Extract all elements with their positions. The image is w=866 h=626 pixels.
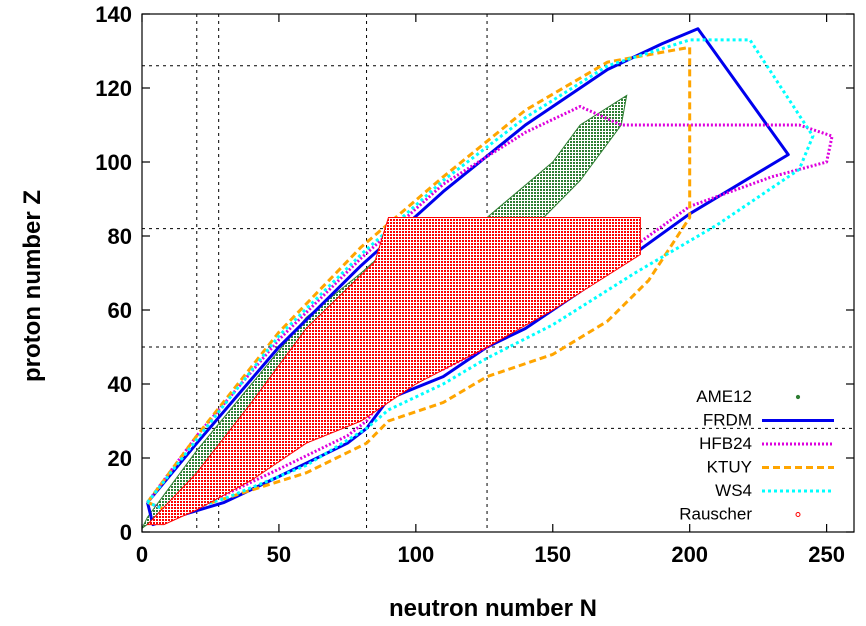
- y-tick-label: 100: [95, 150, 132, 175]
- y-axis-label: proton number Z: [19, 190, 46, 382]
- x-axis-label: neutron number N: [389, 595, 597, 622]
- legend-label-ktuy: KTUY: [707, 458, 752, 477]
- series-layer: [141, 27, 834, 529]
- series-ws4-line: [146, 38, 815, 515]
- y-tick-label: 140: [95, 2, 132, 27]
- plot-frame: [141, 13, 855, 533]
- legend-label-frdm: FRDM: [703, 411, 752, 430]
- legend-marker-ame12: [795, 394, 801, 400]
- x-tick-label: 50: [267, 542, 291, 567]
- y-tick-label: 40: [108, 372, 132, 397]
- y-tick-label: 20: [108, 446, 132, 471]
- y-tick-label: 120: [95, 76, 132, 101]
- legend-marker-rauscher: [795, 512, 801, 517]
- legend-label-hfb24: HFB24: [699, 434, 752, 453]
- y-tick-label: 80: [108, 224, 132, 249]
- x-tick-label: 0: [136, 542, 148, 567]
- series-rauscher-region: [146, 217, 641, 526]
- series-hfb24-line: [146, 105, 834, 515]
- legend-label-ame12: AME12: [696, 387, 752, 406]
- legend-label-rauscher: Rauscher: [679, 505, 752, 524]
- legend: AME12 FRDM HFB24 KTUY WS4 Rauscher: [679, 387, 834, 524]
- y-tick-label: 60: [108, 298, 132, 323]
- x-tick-label: 150: [534, 542, 571, 567]
- x-tick-label: 250: [808, 542, 845, 567]
- x-tick-label: 200: [671, 542, 708, 567]
- tick-layer: 0 50 100 150 200 250 0 20 40 60 80 100 120 140: [95, 2, 854, 567]
- y-tick-label: 0: [120, 520, 132, 545]
- legend-label-ws4: WS4: [715, 481, 752, 500]
- x-tick-label: 100: [397, 542, 434, 567]
